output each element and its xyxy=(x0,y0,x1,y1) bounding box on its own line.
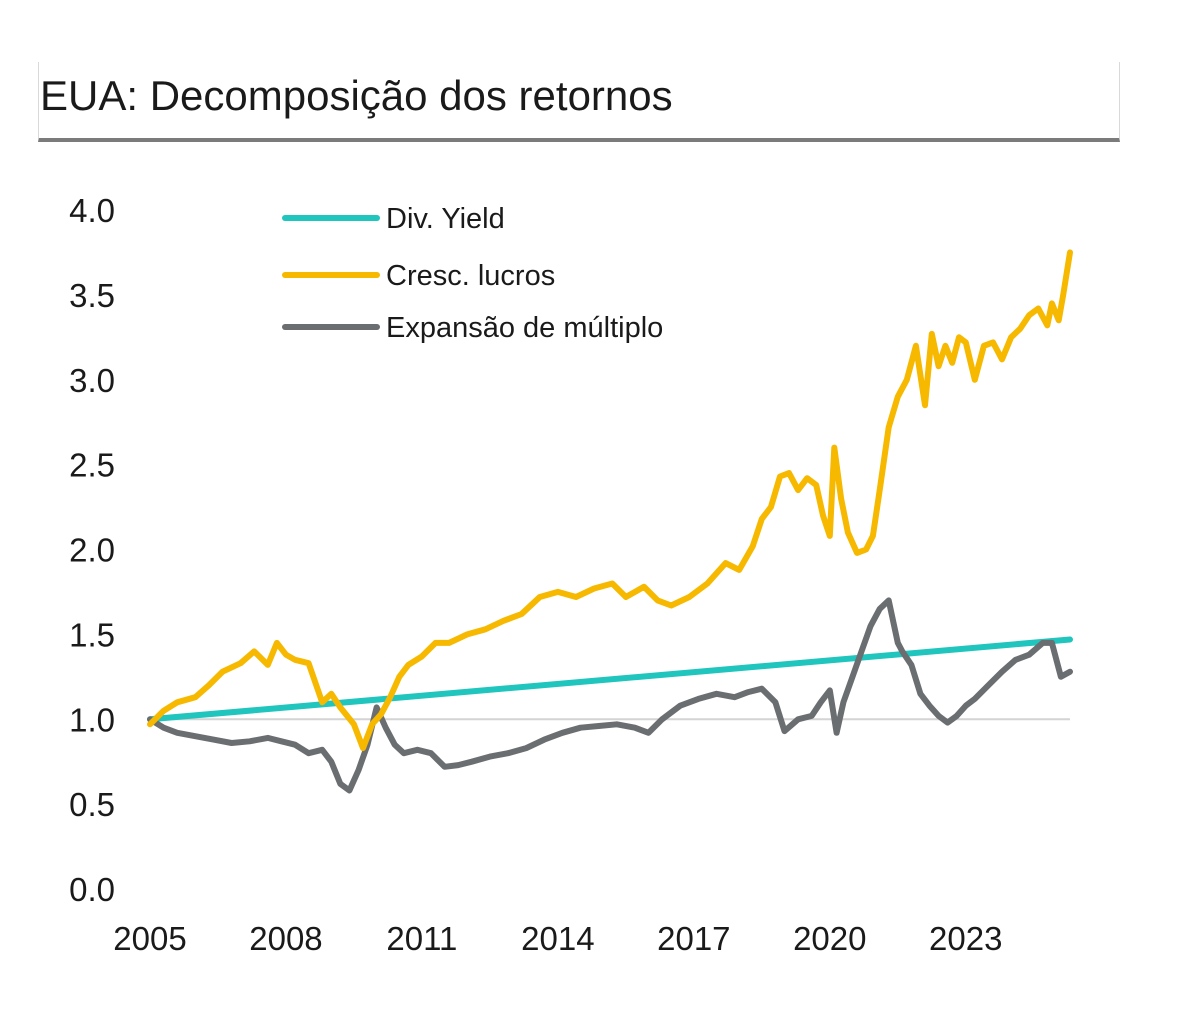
title-box xyxy=(38,62,1120,142)
series-line-expansao-de-multiplo xyxy=(147,597,1073,794)
y-tick-label: 4.0 xyxy=(69,192,115,229)
legend-label: Div. Yield xyxy=(386,203,505,235)
y-tick-label: 2.0 xyxy=(69,532,115,569)
x-tick-label: 2014 xyxy=(521,920,594,957)
x-tick-label: 2020 xyxy=(793,920,866,957)
legend-label: Cresc. lucros xyxy=(386,260,555,292)
x-tick-label: 2011 xyxy=(386,920,457,957)
y-tick-label: 3.0 xyxy=(69,362,115,399)
x-tick-label: 2017 xyxy=(657,920,730,957)
series-line-cresc-lucros xyxy=(147,249,1073,752)
y-tick-label: 2.5 xyxy=(69,447,115,484)
x-tick-label: 2005 xyxy=(113,920,186,957)
y-tick-label: 0.5 xyxy=(69,786,115,823)
y-tick-label: 1.0 xyxy=(69,701,115,738)
x-tick-label: 2023 xyxy=(929,920,1002,957)
y-tick-label: 3.5 xyxy=(69,277,115,314)
legend-label: Expansão de múltiplo xyxy=(386,312,663,344)
x-tick-label: 2008 xyxy=(249,920,322,957)
y-tick-label: 0.0 xyxy=(69,871,115,908)
y-tick-label: 1.5 xyxy=(69,616,115,653)
chart-title: EUA: Decomposição dos retornos xyxy=(40,72,673,119)
series-line-div-yield xyxy=(147,636,1073,723)
